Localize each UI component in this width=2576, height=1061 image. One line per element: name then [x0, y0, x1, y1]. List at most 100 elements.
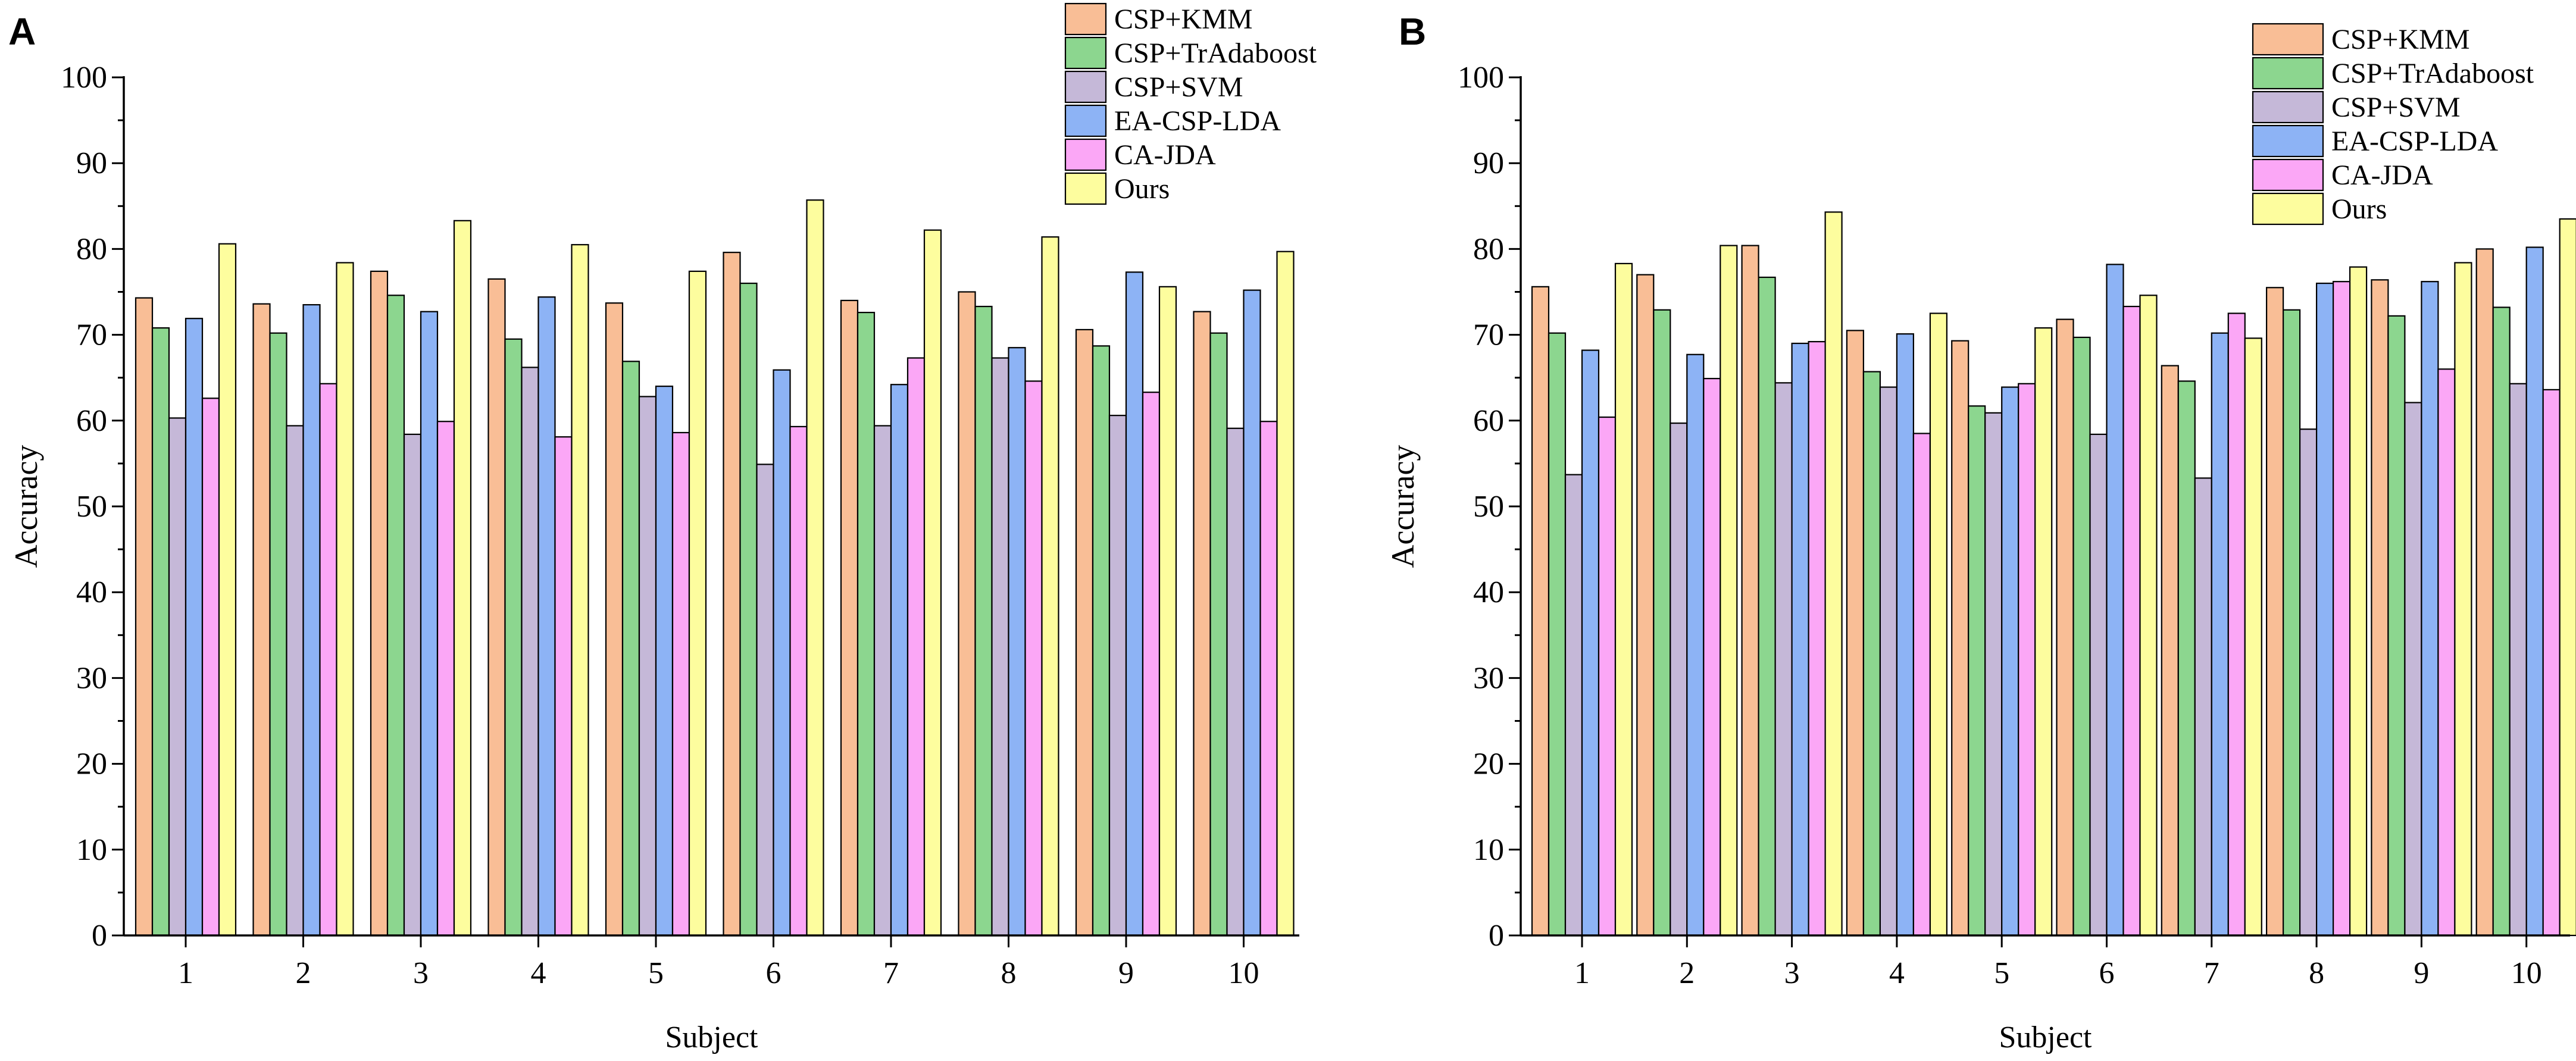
y-tick-label: 0	[92, 919, 107, 953]
bar	[1092, 345, 1111, 937]
bar	[2299, 428, 2318, 937]
legend-label: CSP+KMM	[2331, 24, 2470, 55]
bar	[806, 199, 824, 937]
x-tick-label: 9	[1118, 956, 1134, 990]
y-tick-label: 100	[1458, 61, 1504, 95]
bar	[1614, 262, 1633, 937]
bar	[2404, 402, 2422, 937]
x-tick-label: 8	[2309, 956, 2324, 990]
chart-panel-b: B 0 10 20 30 40 50 60 70 80 90 100 1 2 3 4 5 6 7 8 9 10 Accura…	[1385, 10, 2576, 1054]
bar	[2018, 383, 2036, 937]
bar	[2139, 295, 2158, 937]
bar	[2211, 332, 2229, 937]
bar	[453, 220, 472, 937]
x-tick-label: 9	[2414, 956, 2429, 990]
bar	[605, 302, 624, 937]
bar	[2316, 282, 2334, 937]
x-tick-label: 6	[766, 956, 781, 990]
y-tick-label: 80	[76, 232, 107, 266]
bar	[1653, 309, 1671, 937]
bar	[1912, 433, 1931, 937]
y-tick-label: 50	[76, 490, 107, 524]
bar	[1041, 236, 1059, 937]
bar	[856, 312, 876, 937]
bar	[2333, 281, 2351, 937]
bar	[739, 282, 758, 937]
bar	[1209, 332, 1228, 937]
bar	[2542, 389, 2561, 937]
bar	[958, 291, 976, 937]
y-axis-title: Accuracy	[8, 445, 44, 568]
bar	[386, 295, 405, 937]
bar	[1984, 412, 2003, 937]
bar	[2122, 305, 2141, 937]
x-tick-label: 4	[531, 956, 546, 990]
bar	[2034, 327, 2053, 937]
bar	[2421, 281, 2439, 937]
x-tick-label: 5	[648, 956, 664, 990]
bar	[974, 305, 993, 937]
bar	[420, 311, 439, 937]
bar	[773, 369, 791, 937]
bar	[2194, 477, 2212, 937]
bar	[1125, 271, 1144, 937]
legend-swatch	[2252, 23, 2324, 56]
bar	[403, 433, 422, 937]
bar	[302, 304, 321, 937]
bar	[185, 318, 204, 937]
y-tick-label: 50	[1473, 490, 1504, 524]
bar	[252, 303, 271, 937]
bar	[2509, 383, 2527, 937]
bar	[1108, 415, 1127, 937]
bar	[1024, 380, 1043, 937]
bar	[1193, 311, 1211, 937]
bar	[1276, 251, 1295, 937]
bar	[1929, 312, 1947, 937]
x-tick-label: 7	[883, 956, 899, 990]
bar	[1741, 245, 1759, 937]
bar	[2072, 336, 2091, 937]
x-tick-label: 2	[1679, 956, 1695, 990]
bar	[504, 338, 523, 937]
y-tick-label: 20	[1473, 747, 1504, 781]
bar	[1564, 474, 1583, 937]
bar	[1548, 332, 1567, 937]
y-tick-label: 10	[76, 833, 107, 867]
x-tick-label: 5	[1994, 956, 2009, 990]
bar	[789, 425, 808, 937]
y-tick-label: 90	[1473, 146, 1504, 180]
bar	[2387, 315, 2406, 937]
x-tick-label: 1	[178, 956, 193, 990]
bar	[1243, 289, 1261, 937]
legend-swatch	[2252, 158, 2324, 192]
bar	[1791, 342, 1809, 937]
bar	[1598, 416, 1617, 937]
bar	[1531, 286, 1550, 937]
bar	[1686, 353, 1705, 937]
x-tick-label: 3	[1784, 956, 1800, 990]
legend-label: CSP+SVM	[2331, 92, 2461, 123]
bar	[723, 252, 741, 937]
bar	[1581, 349, 1600, 937]
bar	[1968, 405, 1986, 937]
bar	[487, 278, 506, 937]
bar	[840, 299, 859, 937]
bar	[1636, 274, 1655, 937]
bar	[1808, 341, 1826, 937]
bar	[2056, 318, 2074, 937]
x-tick-label: 8	[1001, 956, 1017, 990]
bar	[638, 396, 657, 937]
bar	[991, 357, 1009, 937]
bar	[1879, 386, 1897, 937]
bar	[1951, 340, 1969, 937]
bar	[1259, 421, 1278, 937]
bar	[1158, 286, 1177, 937]
x-axis-title: Subject	[665, 1021, 759, 1054]
bar	[2001, 386, 2019, 937]
legend-swatch	[2252, 124, 2324, 158]
legend-label: Ours	[2331, 193, 2387, 225]
bar	[135, 297, 154, 937]
x-tick-label: 6	[2099, 956, 2115, 990]
legend-label: CSP+SVM	[1114, 71, 1243, 103]
x-tick-label: 4	[1889, 956, 1905, 990]
